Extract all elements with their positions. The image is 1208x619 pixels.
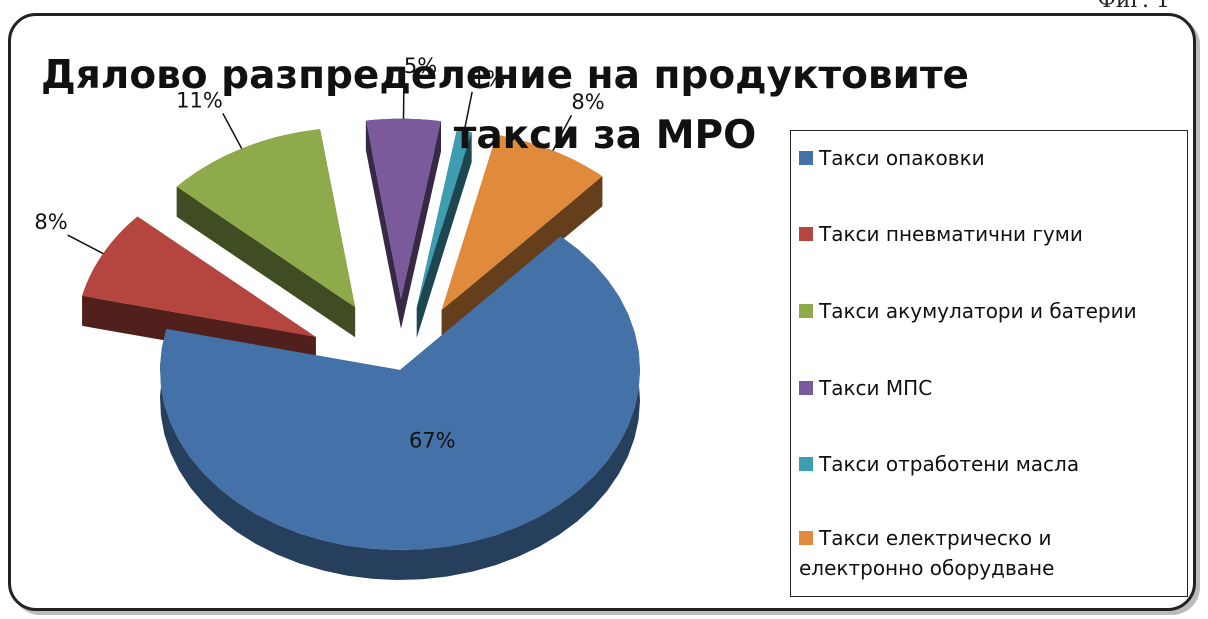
legend-swatch: [799, 531, 813, 545]
chart-title-line-2: такси за МРО: [454, 113, 757, 158]
legend-label-line: електронно оборудване: [799, 556, 1055, 580]
data-label-1: 67%: [409, 428, 456, 452]
legend-label: Такси отработени масла: [819, 449, 1079, 479]
leader-lines: [67, 78, 573, 255]
legend-item-1: Такси опаковки: [799, 143, 1184, 173]
pie-slice-6: [441, 134, 603, 341]
leader-line-2: [67, 234, 104, 255]
pie-slice-4: [365, 118, 442, 329]
legend-label: Такси пневматични гуми: [819, 219, 1083, 249]
legend-swatch: [799, 151, 813, 165]
legend-item-5: Такси отработени масла: [799, 449, 1184, 479]
legend-item-6: Такси електрическо и електронно оборудван…: [799, 523, 1184, 583]
pie-slice-3: [176, 129, 356, 338]
legend-label: Такси МПС: [819, 373, 932, 403]
pie-slice-5: [416, 130, 472, 338]
leader-line-3: [222, 112, 243, 149]
legend-label-line: Такси отработени масла: [819, 452, 1080, 476]
legend-label: Такси акумулатори и батерии: [819, 296, 1137, 326]
leader-line-5: [463, 91, 473, 132]
chart-legend: Такси опаковки Такси пневматични гуми Такс…: [790, 130, 1188, 597]
legend-label-line: Такси електрическо и: [819, 526, 1052, 550]
legend-label-line: Такси МПС: [819, 376, 933, 400]
data-label-5: 1%: [472, 67, 505, 91]
pie-slices: [82, 118, 640, 580]
data-label-6: 8%: [571, 90, 604, 114]
legend-swatch: [799, 304, 813, 318]
data-labels: 67% 8% 11% 5% 1% 8%: [34, 54, 604, 453]
pie-slice-1: [160, 236, 640, 580]
legend-label-line: Такси опаковки: [819, 146, 985, 170]
legend-label-line: Такси пневматични гуми: [819, 222, 1083, 246]
chart-title-line-1: Дялово разпределение на продуктовите: [41, 53, 969, 98]
legend-item-3: Такси акумулатори и батерии: [799, 296, 1184, 326]
legend-swatch: [799, 381, 813, 395]
legend-swatch: [799, 457, 813, 471]
data-label-2: 8%: [34, 210, 67, 234]
legend-item-2: Такси пневматични гуми: [799, 219, 1184, 249]
data-label-3: 11%: [176, 88, 223, 112]
legend-item-4: Такси МПС: [799, 373, 1184, 403]
figure-label: Фиг. 1: [1097, 0, 1170, 13]
data-label-4: 5%: [404, 54, 437, 78]
legend-label: Такси опаковки: [819, 143, 985, 173]
leader-line-6: [552, 114, 573, 152]
legend-label-line: Такси акумулатори и батерии: [819, 299, 1137, 323]
legend-swatch: [799, 227, 813, 241]
legend-label: Такси електрическо и електронно оборудван…: [799, 523, 1054, 583]
